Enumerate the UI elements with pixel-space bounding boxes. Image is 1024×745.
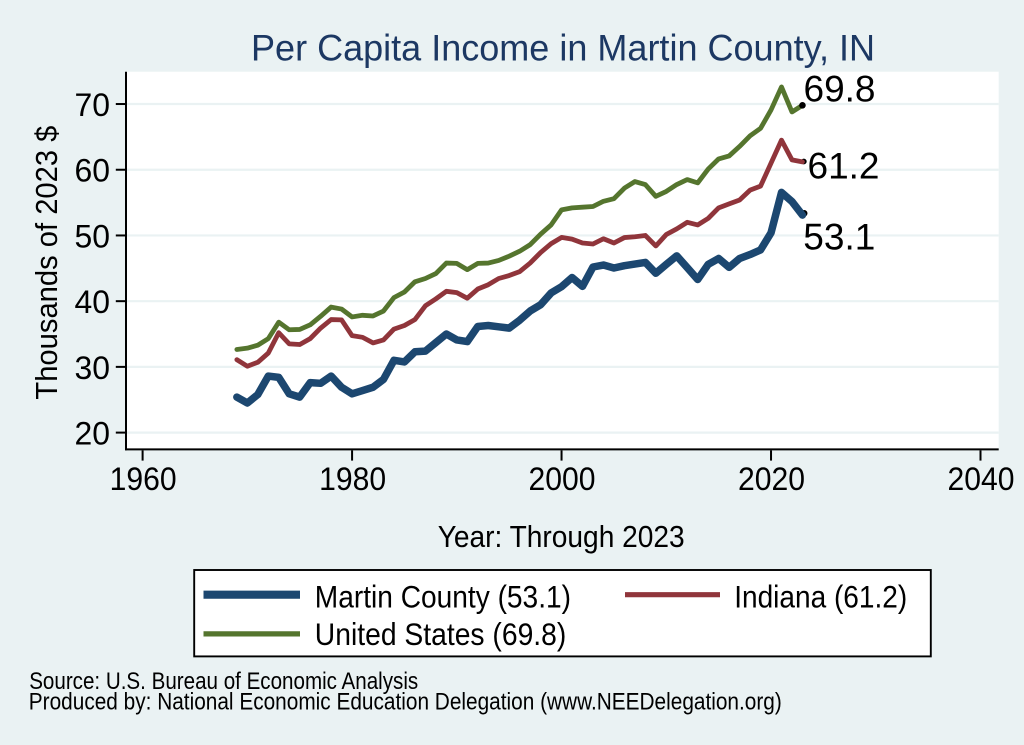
svg-text:Produced by: National Economic: Produced by: National Economic Education… [29,690,782,716]
svg-text:69.8: 69.8 [804,69,876,110]
svg-text:70: 70 [75,87,111,123]
svg-text:Indiana (61.2): Indiana (61.2) [734,580,907,615]
svg-text:30: 30 [75,350,111,386]
svg-text:Thousands of 2023 $: Thousands of 2023 $ [29,126,64,400]
svg-text:40: 40 [75,284,111,320]
svg-text:2000: 2000 [529,461,596,497]
svg-text:Per Capita Income in Martin Co: Per Capita Income in Martin County, IN [251,27,875,68]
svg-text:50: 50 [75,218,111,254]
svg-text:Year: Through 2023: Year: Through 2023 [438,520,685,554]
svg-text:61.2: 61.2 [808,145,880,186]
svg-text:Martin County (53.1): Martin County (53.1) [315,580,571,615]
svg-text:United States (69.8): United States (69.8) [315,617,567,652]
svg-text:60: 60 [75,153,111,189]
svg-text:2020: 2020 [738,461,805,497]
svg-text:1980: 1980 [319,461,386,497]
svg-text:53.1: 53.1 [803,217,875,258]
svg-text:1960: 1960 [110,461,177,497]
svg-text:Source: U.S. Bureau of Economi: Source: U.S. Bureau of Economic Analysis [29,669,418,695]
svg-text:2040: 2040 [948,461,1015,497]
svg-text:20: 20 [75,416,111,452]
